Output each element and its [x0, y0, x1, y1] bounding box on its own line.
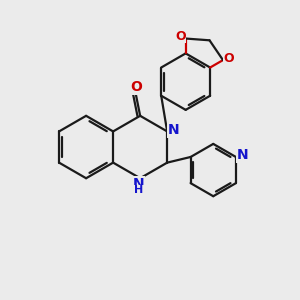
- Text: O: O: [224, 52, 234, 65]
- Text: O: O: [175, 30, 186, 43]
- Text: O: O: [130, 80, 142, 94]
- Text: H: H: [134, 185, 143, 195]
- Text: N: N: [133, 177, 145, 190]
- Text: N: N: [237, 148, 248, 163]
- Text: N: N: [168, 123, 179, 137]
